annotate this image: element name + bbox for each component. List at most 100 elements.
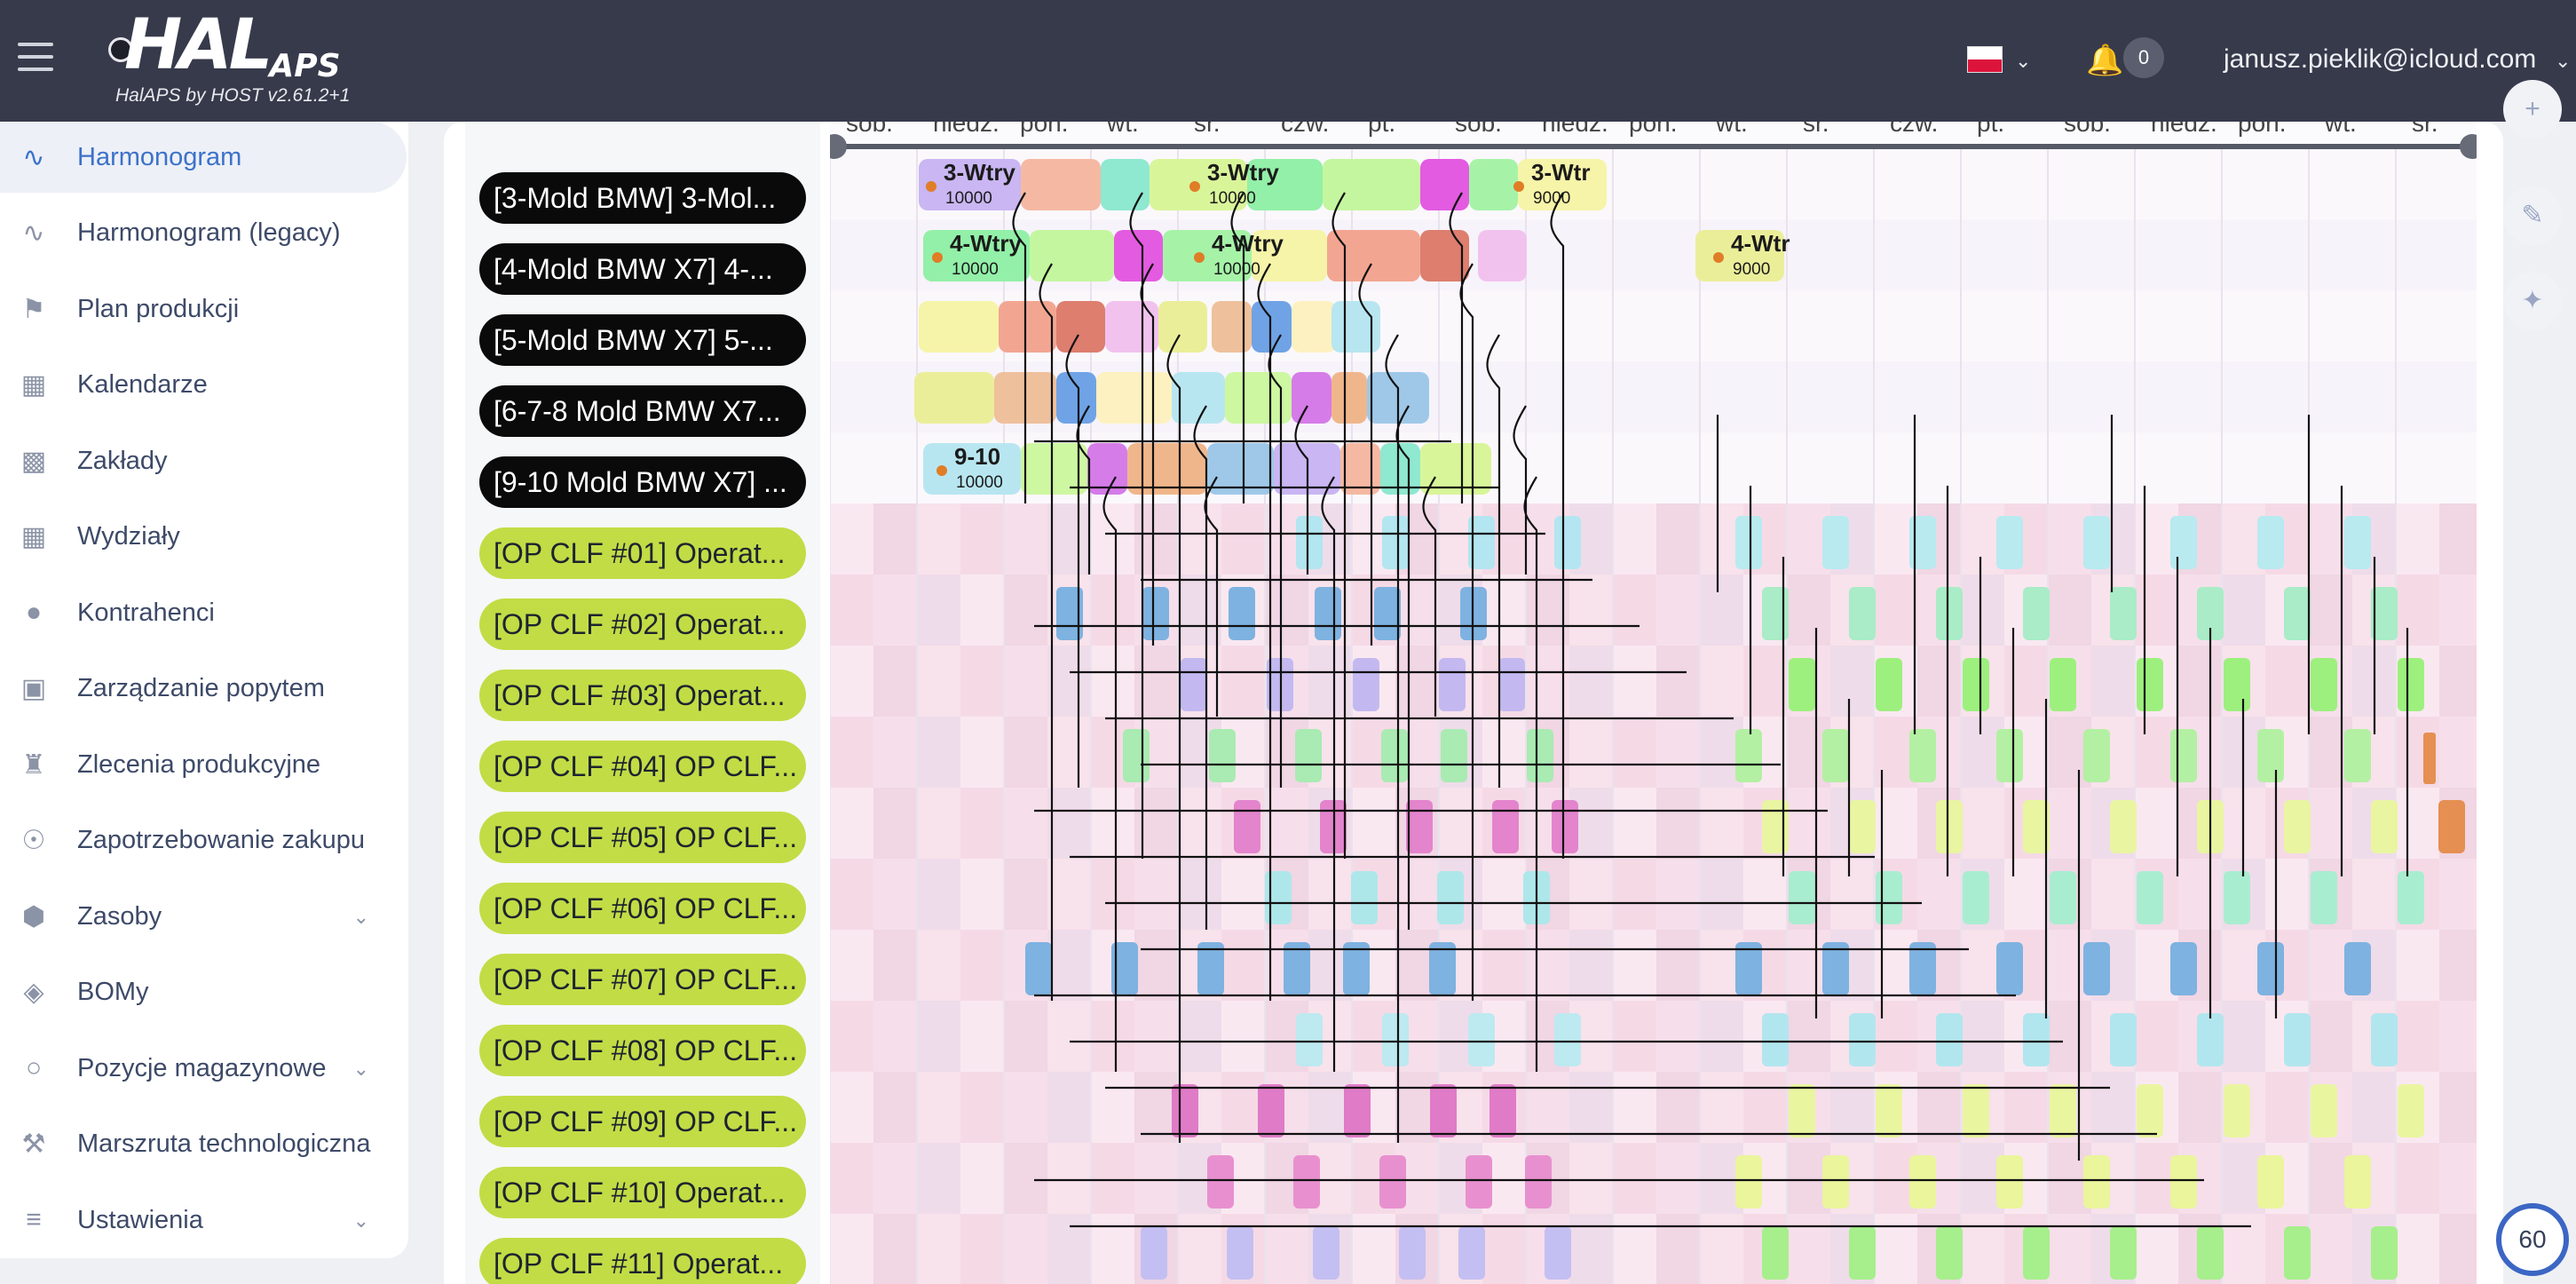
task-block[interactable] <box>1212 301 1252 353</box>
task-block[interactable] <box>1096 372 1172 424</box>
task-name[interactable]: 4-Wtr <box>1731 230 1790 257</box>
task-block[interactable] <box>1420 230 1469 281</box>
task-block[interactable] <box>2311 1084 2337 1137</box>
task-block[interactable] <box>1381 729 1408 782</box>
task-block[interactable] <box>2398 658 2424 711</box>
sidebar-item-kontrahenci[interactable]: ● Kontrahenci <box>0 577 407 648</box>
task-block[interactable] <box>1996 729 2023 782</box>
task-block[interactable] <box>1227 1226 1253 1280</box>
task-block[interactable] <box>1344 1084 1371 1137</box>
task-block[interactable] <box>1936 587 1963 640</box>
task-block[interactable] <box>1353 658 1379 711</box>
task-block[interactable] <box>1207 443 1274 495</box>
task-block[interactable] <box>1382 516 1409 569</box>
task-block[interactable] <box>1181 658 1207 711</box>
task-block[interactable] <box>2371 587 2398 640</box>
task-block[interactable] <box>2110 1013 2137 1066</box>
task-name[interactable]: 4-Wtry <box>950 230 1022 257</box>
task-block[interactable] <box>2023 800 2050 853</box>
task-block[interactable] <box>1876 658 1902 711</box>
task-block[interactable] <box>1822 516 1849 569</box>
task-block[interactable] <box>923 443 1021 495</box>
task-block[interactable] <box>1789 658 1815 711</box>
task-block[interactable] <box>1478 230 1527 281</box>
task-dot[interactable] <box>926 181 936 192</box>
task-block[interactable] <box>2311 871 2337 924</box>
task-block[interactable] <box>1468 516 1495 569</box>
sidebar-item-marszruta-technologiczna[interactable]: ⚒ Marszruta technologiczna <box>0 1109 407 1180</box>
task-block[interactable] <box>2344 516 2371 569</box>
sidebar-item-zak-ady[interactable]: ▩ Zakłady <box>0 425 407 496</box>
task-block[interactable] <box>1296 516 1323 569</box>
task-block[interactable] <box>1265 871 1292 924</box>
task-block[interactable] <box>2197 1013 2224 1066</box>
task-dot[interactable] <box>1194 252 1205 263</box>
resource-row-label[interactable]: [9-10 Mold BMW X7] ... <box>479 456 806 508</box>
task-block[interactable] <box>1030 230 1114 281</box>
resource-row-label[interactable]: [OP CLF #02] Operat... <box>479 598 806 650</box>
task-block[interactable] <box>1849 1013 1876 1066</box>
task-block[interactable] <box>1762 1013 1789 1066</box>
sidebar-item-harmonogram-legacy-[interactable]: ∿ Harmonogram (legacy) <box>0 198 407 269</box>
puzzle-icon[interactable]: ✦ <box>2503 272 2562 330</box>
resource-row-label[interactable]: [OP CLF #07] OP CLF... <box>479 954 806 1005</box>
task-name[interactable]: 3-Wtry <box>1207 159 1279 186</box>
task-block[interactable] <box>1518 159 1607 210</box>
task-block[interactable] <box>2083 1155 2110 1209</box>
resource-row-label[interactable]: [5-Mold BMW X7] 5-... <box>479 314 806 366</box>
task-quantity[interactable]: 9000 <box>1733 260 1770 279</box>
task-block[interactable] <box>2284 587 2311 640</box>
task-block[interactable] <box>2398 871 2424 924</box>
task-block[interactable] <box>1142 587 1169 640</box>
task-block[interactable] <box>1247 159 1323 210</box>
task-block[interactable] <box>2224 658 2250 711</box>
resource-row-label[interactable]: [OP CLF #09] OP CLF... <box>479 1096 806 1147</box>
task-block[interactable] <box>2050 871 2076 924</box>
task-block[interactable] <box>1468 1013 1495 1066</box>
task-block[interactable] <box>1105 301 1158 353</box>
task-block[interactable] <box>1163 230 1252 281</box>
task-block[interactable] <box>2257 516 2284 569</box>
task-block[interactable] <box>2311 658 2337 711</box>
edit-pencil-icon[interactable]: ✎ <box>2503 186 2562 245</box>
task-quantity[interactable]: 10000 <box>945 189 992 208</box>
task-block[interactable] <box>2023 587 2050 640</box>
task-block[interactable] <box>2371 1013 2398 1066</box>
gantt-chart[interactable]: 3-Wtry 10000 3-Wtry 10000 3-Wtr 9000 4-Wtry 100… <box>830 122 2477 1284</box>
task-block[interactable] <box>1382 1013 1409 1066</box>
logo[interactable]: HALAPS <box>124 5 341 85</box>
task-block[interactable] <box>1936 1226 1963 1280</box>
task-block[interactable] <box>1374 587 1401 640</box>
task-name[interactable]: 4-Wtry <box>1212 230 1284 257</box>
task-block[interactable] <box>1158 301 1207 353</box>
task-block[interactable] <box>1429 942 1456 995</box>
task-block[interactable] <box>1331 301 1380 353</box>
task-block[interactable] <box>1439 658 1466 711</box>
task-block[interactable] <box>2170 729 2197 782</box>
task-block[interactable] <box>1340 443 1380 495</box>
task-block[interactable] <box>1343 942 1370 995</box>
task-block[interactable] <box>1209 729 1236 782</box>
task-block[interactable] <box>2083 729 2110 782</box>
task-block[interactable] <box>1735 516 1762 569</box>
task-block[interactable] <box>1252 230 1327 281</box>
task-block[interactable] <box>1021 443 1087 495</box>
task-block[interactable] <box>1909 1155 1936 1209</box>
task-name[interactable]: 9-10 <box>954 443 1000 470</box>
task-name[interactable]: 3-Wtr <box>1531 159 1590 186</box>
task-block[interactable] <box>1936 800 1963 853</box>
task-block[interactable] <box>1525 1155 1552 1209</box>
task-block[interactable] <box>1735 942 1762 995</box>
task-dot[interactable] <box>932 252 943 263</box>
task-block[interactable] <box>2344 942 2371 995</box>
task-block[interactable] <box>2170 516 2197 569</box>
resource-row-label[interactable]: [OP CLF #08] OP CLF... <box>479 1025 806 1076</box>
task-block[interactable] <box>1789 871 1815 924</box>
task-block[interactable] <box>1399 1226 1426 1280</box>
task-block[interactable] <box>1313 1226 1339 1280</box>
task-block[interactable] <box>1207 1155 1234 1209</box>
task-block[interactable] <box>1127 443 1207 495</box>
resource-row-label[interactable]: [4-Mold BMW X7] 4-... <box>479 243 806 295</box>
task-block[interactable] <box>1822 1155 1849 1209</box>
task-block[interactable] <box>2257 729 2284 782</box>
